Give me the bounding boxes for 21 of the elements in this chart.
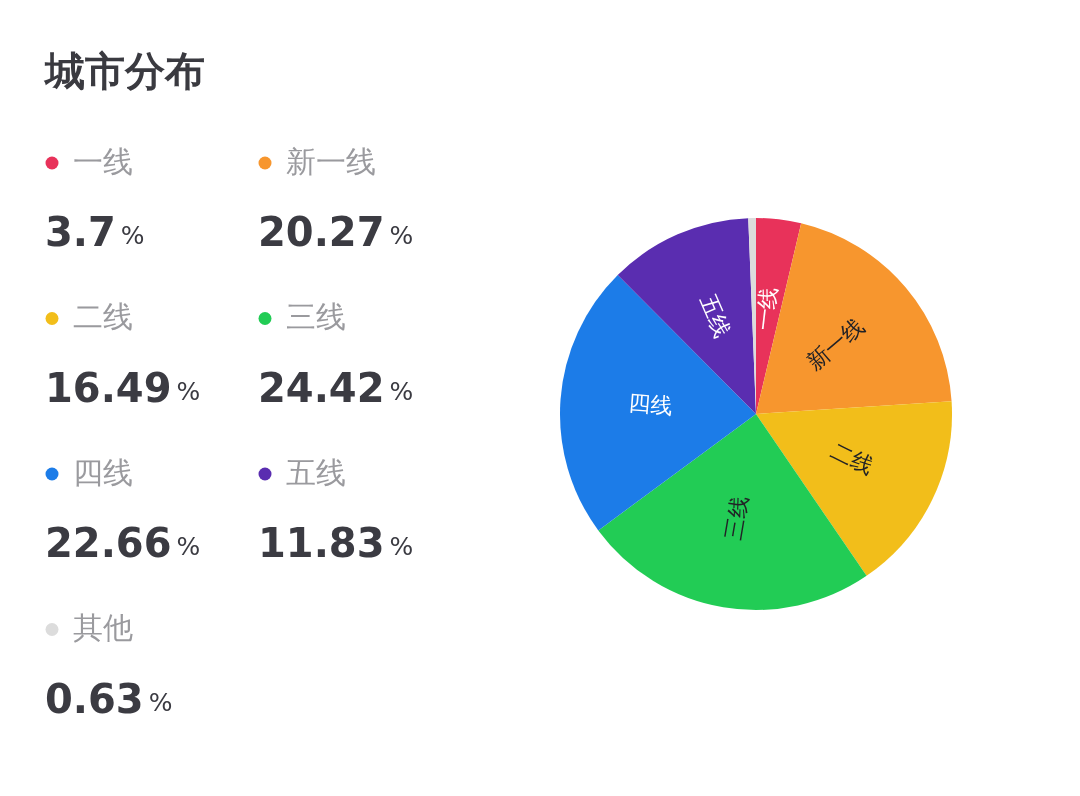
legend-label: 五线 bbox=[286, 454, 346, 490]
data-label: 20.27% bbox=[258, 209, 414, 255]
data-label: 24.42% bbox=[258, 364, 414, 411]
slice-label: 一线 bbox=[751, 285, 782, 332]
slice-label: 三线 bbox=[720, 494, 753, 542]
data-label: 11.83% bbox=[258, 520, 414, 566]
legend-label: 其他 bbox=[73, 610, 133, 646]
legend-label: 二线 bbox=[73, 299, 133, 335]
legend-label: 三线 bbox=[286, 299, 346, 335]
data-label: 22.66% bbox=[45, 520, 201, 566]
slice-label: 四线 bbox=[627, 390, 674, 419]
legend-label: 一线 bbox=[73, 143, 133, 179]
legend-label: 新一线 bbox=[286, 143, 376, 179]
legend-label: 四线 bbox=[73, 454, 133, 490]
slice-label: 新一线 bbox=[802, 313, 869, 376]
data-label: 16.49% bbox=[45, 364, 201, 411]
data-label: 3.7% bbox=[45, 209, 145, 255]
data-label: 0.63% bbox=[45, 675, 173, 722]
slice-label: 二线 bbox=[826, 437, 878, 480]
chart-title: 城市分布 bbox=[45, 48, 205, 94]
slice-label: 五线 bbox=[695, 291, 736, 342]
